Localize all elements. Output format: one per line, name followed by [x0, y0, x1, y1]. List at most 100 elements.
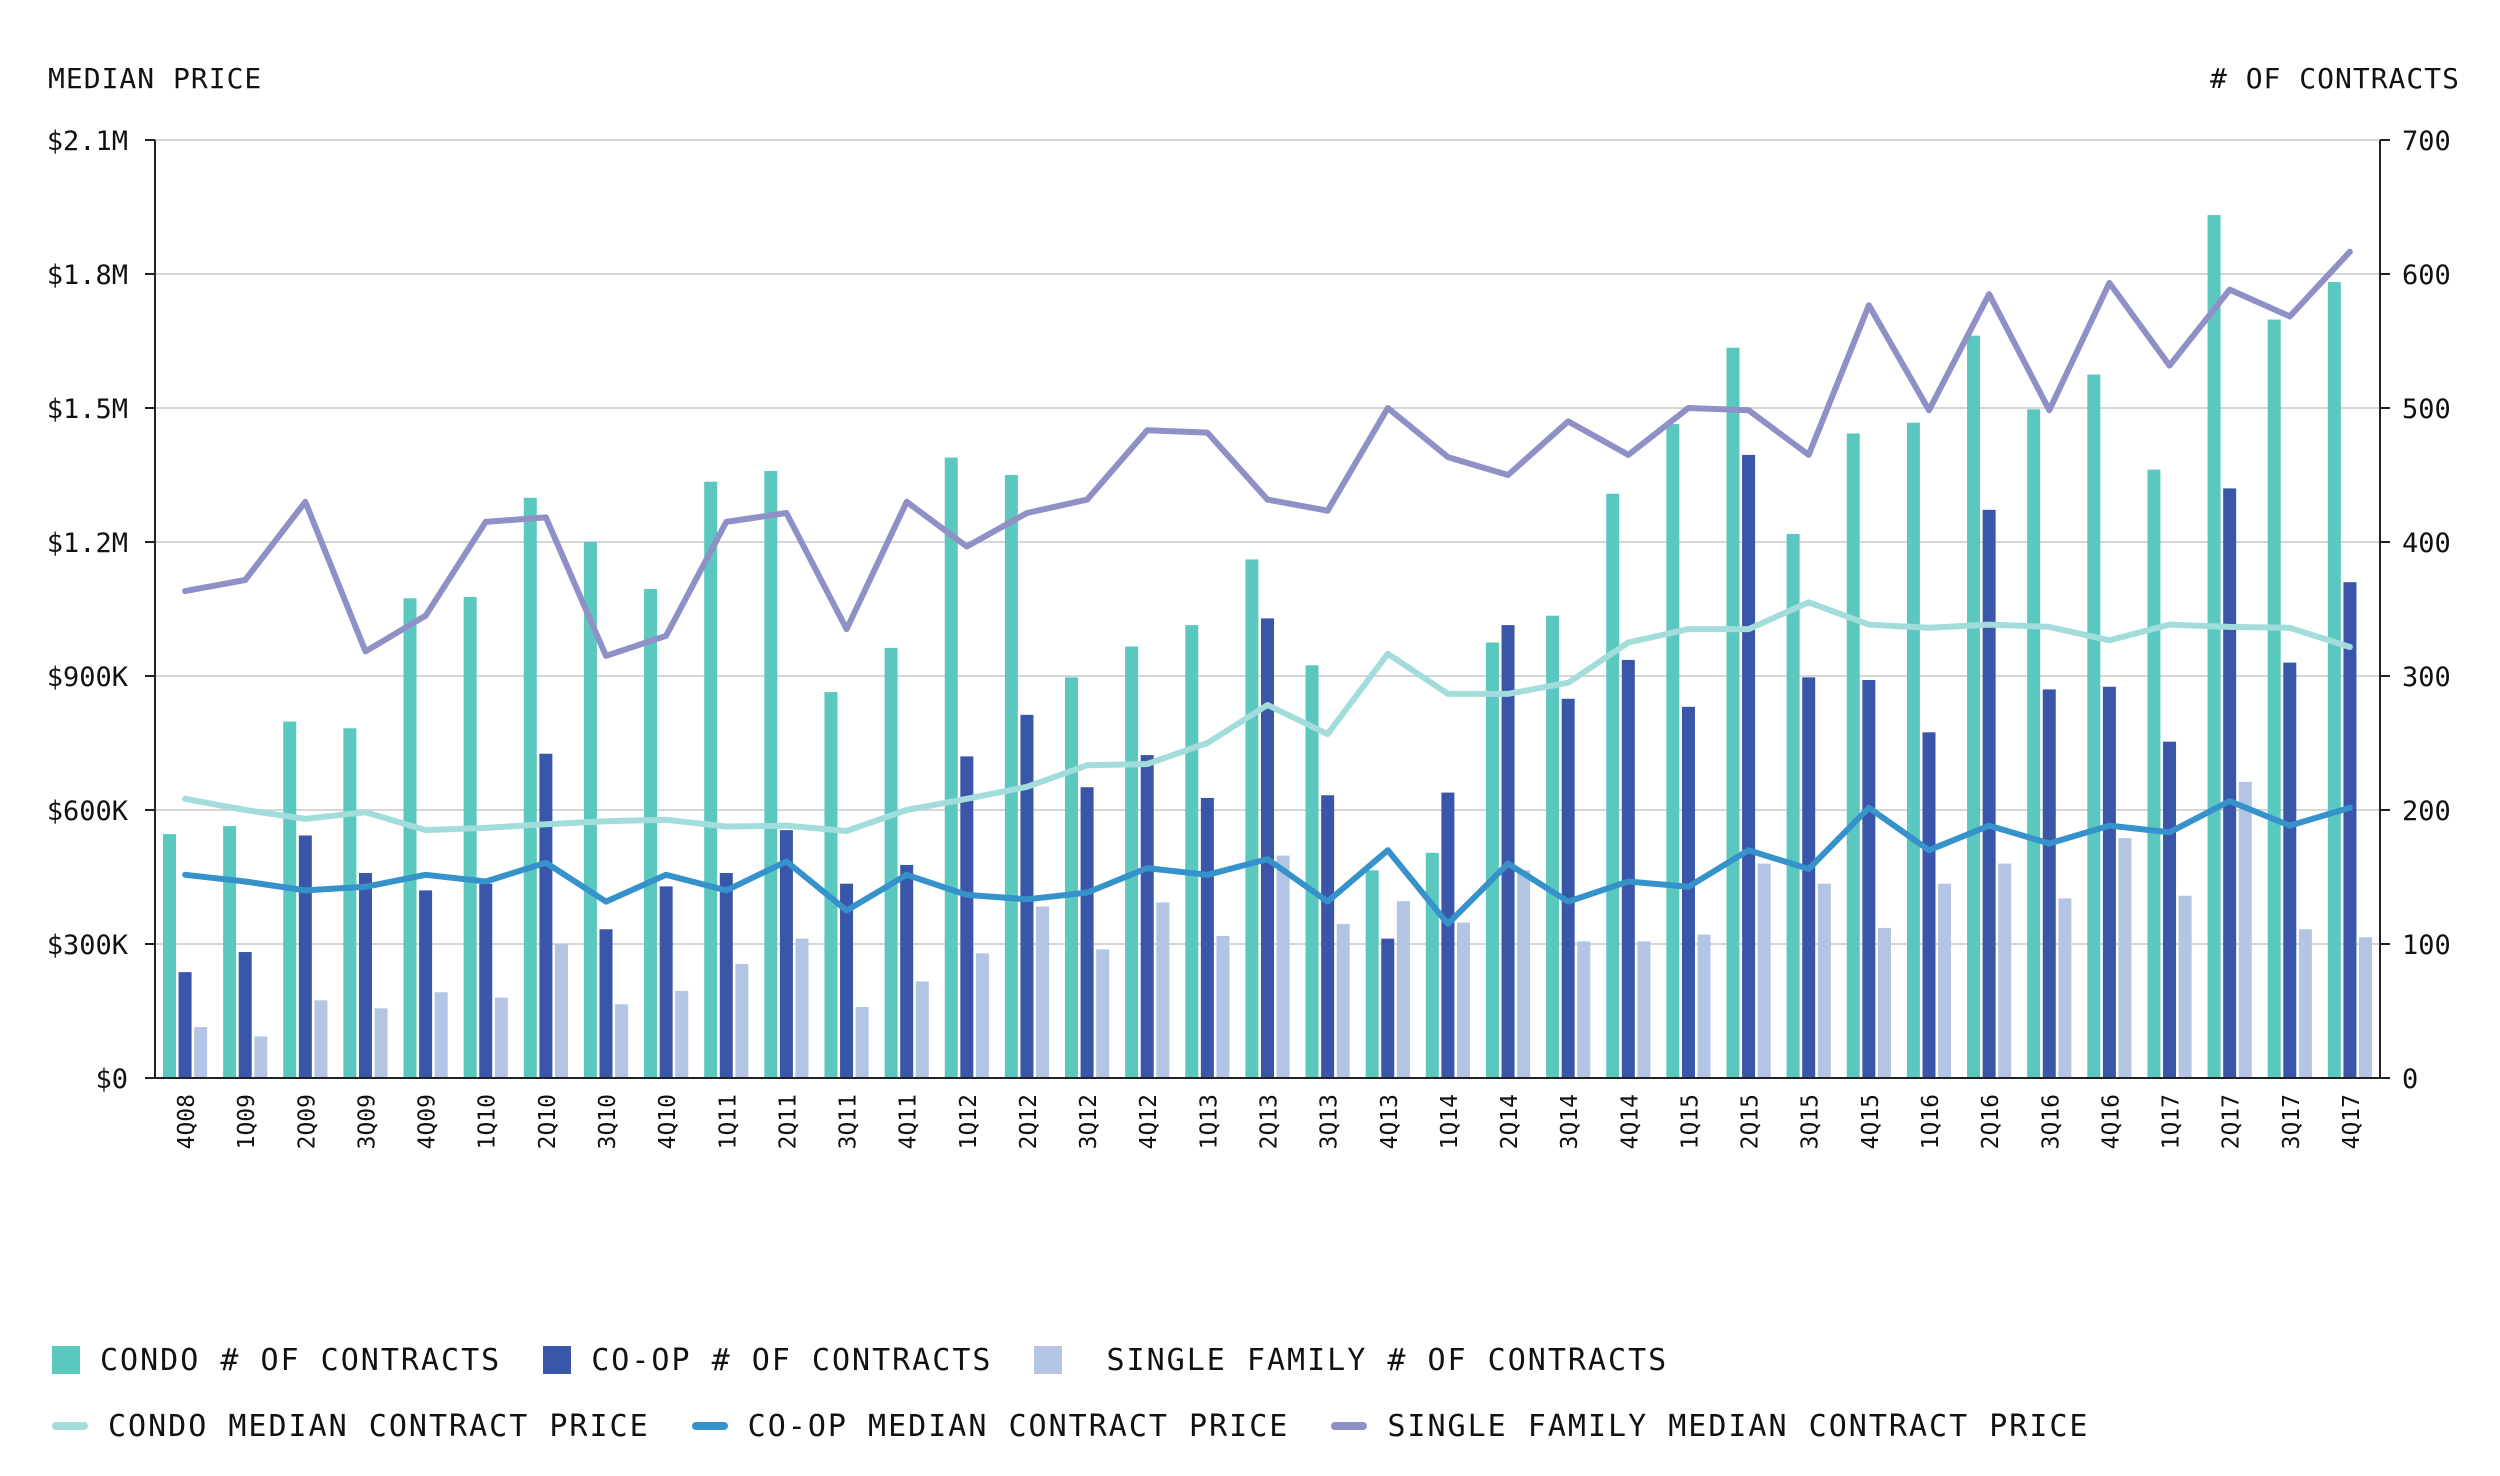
x-tick-label: 2Q14 — [1497, 1094, 1523, 1149]
coop_price-line — [182, 798, 2353, 927]
left-tick-label: $300K — [47, 930, 129, 961]
condo_contracts-bar — [162, 834, 176, 1078]
x-tick-label: 3Q11 — [836, 1094, 862, 1149]
sf_contracts-bar — [1817, 883, 1831, 1078]
left-tick-label: $1.8M — [47, 260, 128, 291]
x-tick-label: 1Q14 — [1437, 1094, 1463, 1149]
coop_contracts-bar — [419, 890, 433, 1078]
sf_contracts-bar — [1637, 941, 1651, 1078]
sf_contracts-bar — [855, 1006, 869, 1078]
coop_contracts-bar — [1140, 755, 1154, 1078]
legend-label-sf-contracts: SINGLE FAMILY # OF CONTRACTS — [1106, 1342, 1669, 1378]
coop_contracts-bar — [1561, 698, 1575, 1078]
coop_contracts-bar — [779, 830, 793, 1078]
condo_contracts-bar — [884, 647, 898, 1078]
legend-row-lines: CONDO MEDIAN CONTRACT PRICE CO-OP MEDIAN… — [52, 1401, 2352, 1451]
sf_contracts-bar — [675, 990, 689, 1078]
condo_contracts-bar — [1245, 559, 1259, 1078]
condo_contracts-bar — [1305, 665, 1319, 1078]
coop_contracts-bar — [1742, 454, 1756, 1078]
x-tick-label: 3Q13 — [1317, 1094, 1343, 1149]
chart-canvas: $0 $300K $600K $900K $1.2M $1.5M $1.8M $2.1M 0 10… — [47, 126, 2451, 1149]
x-tick-label: 2Q17 — [2219, 1094, 2245, 1149]
condo_contracts-bar — [2327, 282, 2341, 1078]
sf_contracts-bar — [2058, 898, 2072, 1078]
coop-contracts-swatch — [543, 1346, 572, 1374]
left-tick-label: $900K — [47, 662, 129, 693]
coop_contracts-bar — [1621, 659, 1635, 1078]
sf_contracts-bar — [1998, 863, 2012, 1078]
condo_contracts-bar — [2027, 409, 2041, 1079]
condo_contracts-bar — [1064, 677, 1078, 1078]
condo_contracts-bar — [463, 596, 477, 1078]
coop_contracts-bar — [479, 883, 493, 1078]
condo_contracts-bar — [403, 598, 417, 1078]
legend-item-sf-price: SINGLE FAMILY MEDIAN CONTRACT PRICE — [1331, 1409, 2089, 1444]
x-tick-label: 1Q16 — [1918, 1094, 1944, 1149]
sf_contracts-bar — [1336, 923, 1350, 1078]
sf_price-line — [182, 248, 2353, 659]
x-tick-label: 1Q09 — [234, 1094, 260, 1149]
coop_contracts-bar — [840, 883, 854, 1078]
sf-contracts-swatch — [1034, 1346, 1063, 1374]
condo_contracts-bar — [644, 588, 658, 1078]
sf_contracts-bar — [1396, 901, 1410, 1078]
condo_contracts-bar — [2087, 374, 2101, 1078]
x-tick-label: 4Q09 — [415, 1094, 441, 1149]
x-tick-label: 2Q15 — [1738, 1094, 1764, 1149]
sf_contracts-bar — [1577, 941, 1591, 1078]
x-tick-label: 3Q14 — [1557, 1094, 1583, 1149]
x-tick-label: 2Q09 — [294, 1094, 320, 1149]
condo_contracts-bar — [223, 826, 237, 1078]
legend-label-condo-contracts: CONDO # OF CONTRACTS — [100, 1342, 502, 1378]
sf_contracts-bar — [254, 1036, 268, 1078]
sf_contracts-bar — [1036, 906, 1050, 1078]
x-tick-label: 3Q12 — [1076, 1094, 1102, 1149]
condo_contracts-bar — [1485, 642, 1499, 1078]
condo_contracts-bar — [1185, 625, 1199, 1078]
legend-item-condo-price: CONDO MEDIAN CONTRACT PRICE — [52, 1409, 650, 1444]
sf_contracts-bar — [434, 992, 448, 1078]
condo_contracts-bar — [1786, 533, 1800, 1078]
sf_contracts-bar — [1096, 949, 1110, 1078]
sf_contracts-bar — [1697, 934, 1711, 1078]
condo_contracts-bar — [283, 721, 297, 1078]
sf_contracts-bar — [975, 953, 989, 1078]
x-tick-label: 4Q15 — [1858, 1094, 1884, 1149]
x-tick-label: 4Q17 — [2339, 1094, 2365, 1149]
x-tick-label: 1Q17 — [2159, 1094, 2185, 1149]
right-tick-label: 300 — [2402, 662, 2451, 693]
sf_contracts-bar — [1938, 883, 1952, 1078]
x-tick-label: 2Q11 — [775, 1094, 801, 1149]
coop_contracts-bar — [900, 864, 914, 1078]
legend-item-coop-price: CO-OP MEDIAN CONTRACT PRICE — [691, 1408, 1290, 1444]
x-tick-label: 2Q12 — [1016, 1094, 1042, 1149]
coop_contracts-bar — [539, 753, 553, 1078]
legend-label-coop-price: CO-OP MEDIAN CONTRACT PRICE — [747, 1408, 1290, 1444]
condo_contracts-bar — [1606, 493, 1620, 1078]
x-tick-label: 4Q12 — [1136, 1094, 1162, 1149]
sf_contracts-bar — [374, 1008, 388, 1078]
condo_contracts-bar — [704, 481, 718, 1078]
sf_contracts-bar — [1517, 870, 1531, 1078]
sf_contracts-bar — [2238, 781, 2252, 1078]
coop_contracts-bar — [1261, 618, 1274, 1078]
legend-label-sf-price: SINGLE FAMILY MEDIAN CONTRACT PRICE — [1387, 1408, 2090, 1444]
condo_contracts-bar — [1726, 347, 1740, 1078]
coop_contracts-bar — [1441, 792, 1455, 1078]
coop_contracts-bar — [1200, 797, 1214, 1078]
sf-price-swatch — [1331, 1422, 1368, 1430]
coop_contracts-bar — [719, 872, 733, 1078]
coop_contracts-bar — [2283, 662, 2297, 1078]
x-tick-label: 3Q17 — [2279, 1094, 2305, 1149]
right-tick-label: 600 — [2402, 260, 2451, 291]
coop_contracts-bar — [1321, 795, 1335, 1078]
sf_contracts-bar — [2298, 929, 2312, 1078]
coop_contracts-bar — [960, 756, 974, 1078]
legend-item-condo-contracts: CONDO # OF CONTRACTS — [52, 1343, 501, 1378]
coop_contracts-bar — [1802, 677, 1816, 1078]
x-tick-label: 4Q14 — [1617, 1094, 1643, 1149]
left-tick-label: $600K — [47, 796, 129, 827]
left-tick-label: $1.2M — [47, 528, 128, 559]
x-tick-label: 4Q16 — [2098, 1094, 2124, 1149]
